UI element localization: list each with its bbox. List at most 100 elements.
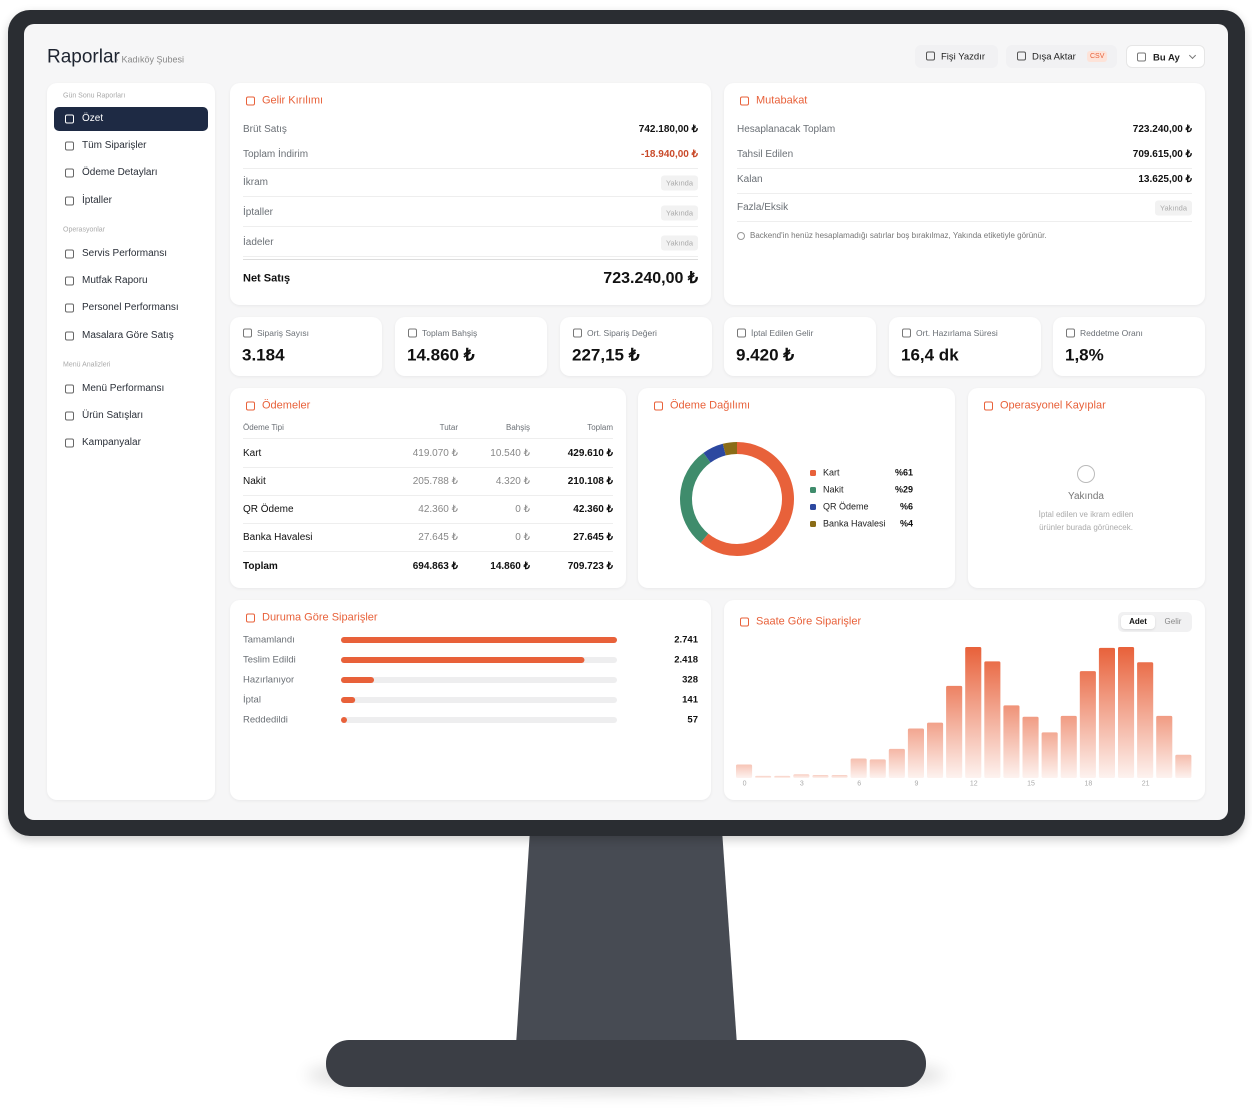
net-separator	[243, 259, 698, 260]
column-header: Tutar	[439, 423, 458, 432]
icon	[246, 401, 255, 411]
kpi-card: Ort. Hazırlama Süresi 16,4 dk	[889, 317, 1041, 376]
row-label: Kalan	[737, 174, 763, 185]
bar	[831, 775, 848, 778]
total-cell: Toplam	[243, 561, 278, 572]
table-cell: Nakit	[243, 476, 266, 487]
status-card: Duruma Göre Siparişler Tamamlandı 2.741 Tes…	[230, 600, 711, 800]
sidebar-section-title: Menü Analizleri	[63, 361, 111, 369]
bar	[736, 764, 753, 778]
bar	[927, 722, 944, 778]
bar	[341, 697, 356, 703]
row-value: 723.240,00 ₺	[1132, 124, 1192, 135]
row-separator	[243, 495, 613, 496]
sidebar-item[interactable]: İptaller	[82, 195, 113, 206]
status-message: İptal edilen ve ikram edilen	[1038, 510, 1134, 519]
soon-badge: Yakında	[1155, 200, 1192, 216]
icon	[65, 276, 74, 286]
bar-track	[341, 677, 617, 683]
toggle-active	[1121, 615, 1155, 629]
legend-label: Banka Havalesi	[823, 518, 886, 529]
page-title: Raporlar	[47, 46, 120, 68]
table-cell: 0 ₺	[515, 504, 530, 515]
toggle-option[interactable]: Adet	[1129, 617, 1147, 626]
legend-value: %6	[899, 501, 913, 512]
distribution-card: Ödeme Dağılımı Kart %61 Nakit %29 QR Ödeme %6 B…	[638, 388, 955, 588]
table-cell: 205.788 ₺	[412, 476, 458, 487]
row-label: Hesaplanacak Toplam	[737, 124, 836, 135]
bar	[946, 685, 963, 778]
table-cell: 429.610 ₺	[567, 448, 613, 459]
row-separator	[243, 196, 698, 197]
kpi-label: Ort. Sipariş Değeri	[587, 327, 657, 338]
donut-segment	[680, 452, 711, 543]
status-label: Hazırlanıyor	[243, 674, 295, 686]
row-separator	[243, 523, 613, 524]
legend-value: %29	[894, 484, 913, 495]
sidebar-item[interactable]: Ödeme Detayları	[82, 167, 158, 178]
print-button[interactable]: Fişi Yazdır	[915, 45, 998, 68]
legend-swatch	[810, 470, 816, 476]
icon	[65, 384, 74, 394]
row-separator	[737, 168, 1192, 169]
icon	[573, 328, 582, 338]
button-label: Fişi Yazdır	[941, 51, 985, 63]
x-tick-label: 9	[914, 780, 919, 788]
bar	[1060, 715, 1077, 778]
sidebar-active-item[interactable]	[54, 107, 208, 131]
legend-swatch	[810, 504, 816, 510]
revenue-card: Gelir Kırılımı Brüt Satış 742.180,00 ₺ Topl…	[230, 83, 711, 305]
donut-chart	[680, 442, 816, 556]
sidebar-item[interactable]: Kampanyalar	[82, 437, 141, 448]
bar	[341, 657, 585, 663]
export-button[interactable]: Dışa Aktar CSV	[1006, 45, 1117, 68]
kpi-label: İptal Edilen Gelir	[751, 327, 814, 338]
x-tick-label: 15	[1027, 780, 1035, 788]
card-title: Duruma Göre Siparişler	[262, 611, 378, 624]
kpi-value: 1,8%	[1065, 345, 1104, 365]
sidebar-item[interactable]: Masalara Göre Satış	[82, 330, 174, 341]
toggle-option[interactable]: Gelir	[1164, 617, 1182, 626]
bar	[793, 774, 810, 778]
icon	[737, 328, 746, 338]
status-value: 141	[682, 694, 698, 706]
status-value: 2.418	[674, 654, 698, 666]
kpi-value: 14.860 ₺	[407, 345, 475, 365]
branch-name: · Kadıköy Şubesi	[116, 54, 185, 65]
x-tick-label: 12	[969, 780, 978, 788]
row-separator	[243, 467, 613, 468]
status-text: Yakında	[1068, 491, 1104, 502]
kpi-label: Ort. Hazırlama Süresi	[916, 327, 998, 338]
status-bars	[341, 637, 617, 723]
bar-track	[341, 717, 617, 723]
period-select[interactable]: Bu Ay	[1126, 45, 1205, 68]
sidebar-item[interactable]: Servis Performansı	[82, 248, 168, 259]
sidebar-item[interactable]: Özet	[82, 113, 104, 124]
icon	[984, 401, 993, 411]
sidebar-item[interactable]: Menü Performansı	[82, 383, 165, 394]
total-cell: 709.723 ₺	[567, 561, 613, 572]
hourly-card: Saate Göre Siparişler Adet Gelir 0 3 6 9 12 15 18…	[724, 600, 1205, 800]
table-cell: 42.360 ₺	[573, 504, 613, 515]
bar	[1118, 647, 1135, 778]
icon	[740, 617, 749, 627]
column-header: Bahşiş	[505, 423, 530, 432]
icon	[65, 438, 74, 448]
sidebar-item[interactable]: Tüm Siparişler	[82, 140, 147, 151]
sidebar-item[interactable]: Mutfak Raporu	[82, 275, 148, 286]
row-label: Brüt Satış	[243, 124, 287, 135]
kpi-value: 9.420 ₺	[736, 345, 795, 365]
kpi-value: 3.184	[242, 345, 285, 365]
bar	[965, 647, 982, 778]
card-title: Gelir Kırılımı	[262, 94, 324, 107]
header-separator	[243, 438, 613, 439]
sidebar-item[interactable]: Personel Performansı	[82, 302, 179, 313]
row-separator	[737, 221, 1192, 222]
sidebar-item[interactable]: Ürün Satışları	[82, 410, 144, 421]
icon	[902, 328, 911, 338]
icon	[1137, 52, 1146, 62]
kpi-value: 16,4 dk	[901, 345, 959, 365]
legend-label: Nakit	[823, 484, 844, 495]
row-separator	[243, 168, 698, 169]
